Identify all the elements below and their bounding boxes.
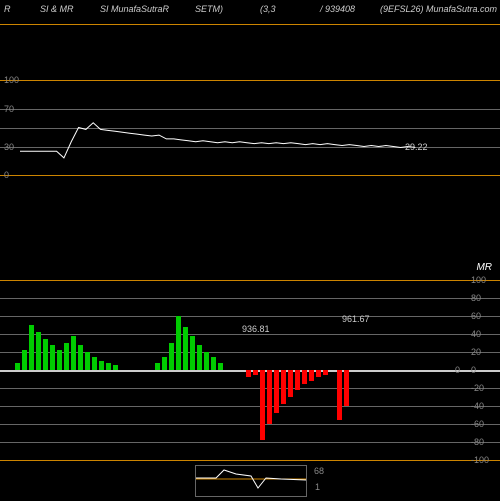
mr-bar [113, 365, 118, 370]
annotation: 936.81 [242, 324, 270, 334]
mr-bar [344, 370, 349, 406]
header-text: SI & MR [40, 4, 74, 14]
gridline [0, 406, 500, 407]
mr-bar [218, 363, 223, 370]
mr-bar [267, 370, 272, 424]
axis-tick-label: -80 [471, 437, 484, 447]
mr-bar [260, 370, 265, 440]
rsi-end-value: 29.22 [405, 142, 428, 152]
rsi-chart: 0307010029.22 [0, 80, 465, 175]
chart-header: R SI & MR SI MunafaSutraR SETM) (3,3 / 939408… [0, 4, 500, 18]
gridline [0, 460, 500, 461]
mr-bar [99, 361, 104, 370]
mr-bar [64, 343, 69, 370]
header-text: (3,3 [260, 4, 276, 14]
mr-bar [92, 357, 97, 371]
gridline [0, 280, 500, 281]
mr-bar [281, 370, 286, 404]
mini-chart: 681 [195, 465, 307, 497]
mr-bar [22, 350, 27, 370]
mr-bar [211, 357, 216, 370]
axis-tick-label: 20 [471, 347, 481, 357]
mr-bar [302, 370, 307, 384]
mr-bar [15, 363, 20, 370]
mr-bar [316, 370, 321, 377]
mr-bar [295, 370, 300, 390]
gridline [0, 388, 500, 389]
mr-bar [85, 352, 90, 370]
mr-bar [78, 345, 83, 370]
mr-bar [176, 316, 181, 370]
annotation: 961.67 [342, 314, 370, 324]
mr-bar [71, 336, 76, 370]
mr-bar [169, 343, 174, 370]
axis-tick-label: 100 [471, 275, 486, 285]
mr-bar [337, 370, 342, 420]
mr-bar [309, 370, 314, 381]
axis-tick-label: 0 [455, 365, 460, 375]
mr-bar [36, 332, 41, 370]
header-text: R [4, 4, 11, 14]
mr-bar [204, 352, 209, 370]
mr-bar [253, 370, 258, 375]
mr-bar [106, 363, 111, 370]
mr-bar [246, 370, 251, 377]
mini-chart-svg [196, 466, 306, 496]
gridline [0, 298, 500, 299]
gridline [0, 175, 500, 176]
axis-tick-label: -40 [471, 401, 484, 411]
mini-chart-label: 1 [315, 482, 320, 492]
header-text: (9EFSL26) MunafaSutra.com [380, 4, 497, 14]
axis-tick-label: -20 [471, 383, 484, 393]
mr-bar [190, 336, 195, 370]
gridline [0, 442, 500, 443]
header-text: SETM) [195, 4, 223, 14]
header-text: / 939408 [320, 4, 355, 14]
mr-bar [288, 370, 293, 397]
axis-tick-label: -60 [471, 419, 484, 429]
header-separator [0, 24, 500, 25]
axis-tick-label: 60 [471, 311, 481, 321]
mr-bar [183, 327, 188, 370]
mr-bar [162, 357, 167, 371]
axis-tick-label: 40 [471, 329, 481, 339]
header-text: SI MunafaSutraR [100, 4, 169, 14]
mr-chart: -100-80-60-40-200020406080100936.81961.6… [0, 280, 465, 460]
rsi-line [0, 80, 465, 175]
axis-tick-label: 80 [471, 293, 481, 303]
axis-tick-label: 0 [471, 365, 476, 375]
mr-bar [197, 345, 202, 370]
mr-bar [323, 370, 328, 375]
gridline [0, 316, 500, 317]
mr-label: MR [476, 262, 492, 273]
mr-bar [29, 325, 34, 370]
axis-tick-label: -100 [471, 455, 489, 465]
mr-bar [57, 350, 62, 370]
mr-bar [43, 339, 48, 371]
gridline [0, 424, 500, 425]
mr-bar [50, 345, 55, 370]
mr-bar [274, 370, 279, 413]
mini-chart-label: 68 [314, 466, 324, 476]
mr-bar [155, 363, 160, 370]
